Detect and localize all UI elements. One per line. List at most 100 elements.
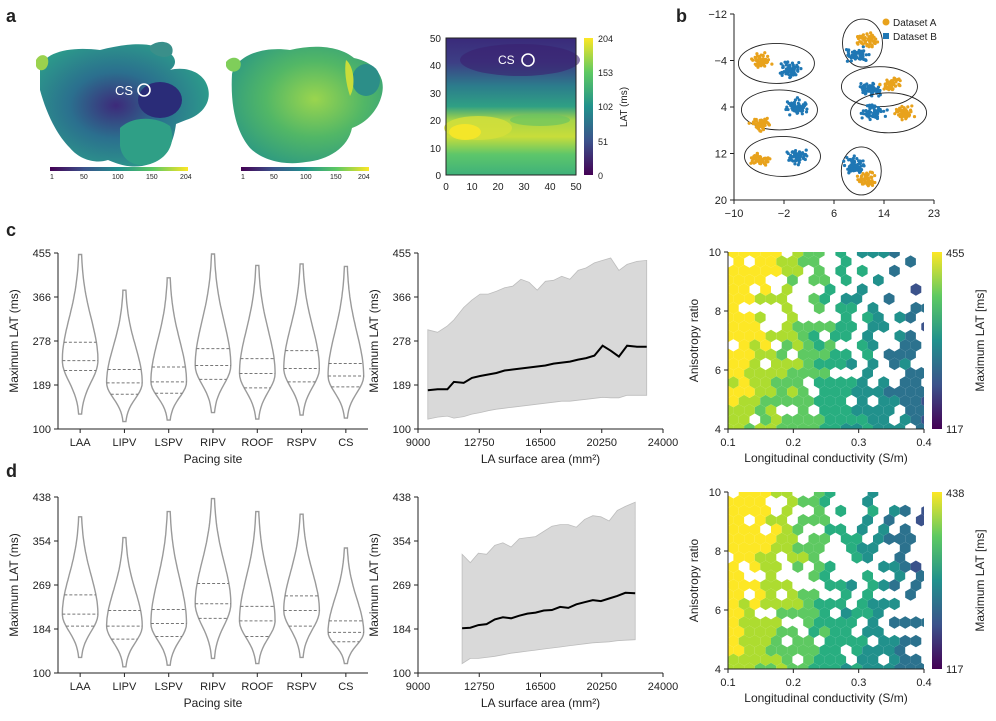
scatter-point-dataset-b [852, 52, 856, 56]
scatter-point-dataset-a [899, 114, 903, 118]
violin-c-y-tick: 100 [33, 424, 51, 436]
hex-c-hex-cell [851, 404, 863, 417]
hex-c-x-tick: 0.2 [786, 437, 801, 449]
hex-d-hex-cell [733, 644, 745, 657]
violin-d-violin [238, 510, 276, 665]
hex-c-hex-cell [781, 264, 793, 278]
hex-d-hex-cell [781, 523, 793, 536]
hex-c-hex-cell [733, 385, 745, 398]
hex-c-hex-cell [781, 376, 793, 389]
scatter-point-dataset-b [861, 112, 866, 116]
hex-d-hex-cell [781, 653, 793, 666]
hex-d-hex-cell [899, 523, 911, 536]
area-c-x-tick: 16500 [525, 437, 556, 449]
scatter-point-dataset-b [875, 113, 879, 117]
hex-d-hex-cell [873, 644, 884, 657]
hex-c-x-tick: 0.1 [720, 437, 735, 449]
hex-c-hex-cell [819, 367, 830, 380]
scatter-point-dataset-a [754, 119, 758, 123]
hex-c-hex-cell [813, 394, 825, 408]
hex-c-hex-cell [808, 292, 820, 305]
hex-d-hex-cell [899, 560, 911, 573]
hex-d-hex-cell [760, 597, 771, 611]
hex-c-hex-cell [808, 274, 820, 287]
hex-c-hex-cell [830, 348, 841, 361]
area-d-y-tick: 354 [393, 536, 411, 548]
hex-c-hex-cell [728, 329, 734, 343]
hex-d-hex-cell [787, 625, 798, 638]
hex-c-hex-cell [835, 320, 847, 333]
hex-d-hex-cell [878, 523, 890, 536]
colorbar-right-ticks: 1 50 100 150 204 [241, 174, 370, 181]
hex-d-hex-cell [728, 560, 739, 573]
hex-c-hex-cell [824, 357, 836, 371]
scatter-point-dataset-a [861, 182, 865, 186]
hex-c-hex-cell [744, 311, 755, 324]
hex-c-hex-cell [728, 320, 739, 333]
scatter-point-dataset-b [789, 155, 793, 160]
hex-c-hex-cell [744, 422, 755, 429]
scatter-point-dataset-b [780, 71, 785, 75]
scatter-point-dataset-a [907, 114, 911, 118]
hex-c-hex-cell [733, 329, 745, 343]
map-y-tick: 0 [435, 171, 441, 182]
area-c-y-tick: 189 [393, 380, 411, 392]
scatter-point-dataset-a [882, 87, 886, 91]
violin-c-y-tick: 455 [33, 248, 51, 260]
scatter-point-dataset-a [870, 45, 874, 49]
scatter-point-dataset-a [751, 157, 755, 161]
map-y-tick: 10 [430, 144, 442, 155]
area-c-y-tick: 278 [393, 336, 411, 348]
hex-d-hex-cell [728, 644, 734, 657]
hex-d-hex-cell [835, 504, 847, 518]
violin-c-x-label: Pacing site [184, 452, 243, 466]
violin-d-y-tick: 269 [33, 580, 51, 592]
hex-c-hex-cell [738, 413, 750, 426]
hex-d-hex-cell [771, 579, 782, 592]
hex-d-hex-cell [797, 662, 809, 669]
hex-c-hex-cell [873, 311, 884, 324]
hex-c-hex-cell [873, 422, 884, 429]
scatter-point-dataset-b [861, 159, 865, 163]
hex-c-hex-cell [813, 339, 825, 352]
hex-d-hex-cell [878, 597, 890, 611]
scatter-point-dataset-b [883, 114, 887, 118]
area-d-x-tick: 16500 [525, 681, 556, 693]
hex-c-hex-cell [787, 385, 798, 398]
hex-c-hex-cell [744, 292, 755, 305]
cluster-ellipse [840, 146, 882, 196]
hex-d-hex-cell [813, 597, 825, 611]
hex-c-hex-cell [765, 255, 777, 268]
scatter-point-dataset-a [910, 104, 914, 108]
hex-d-hex-cell [808, 551, 820, 564]
scatter-point-dataset-a [890, 79, 894, 83]
hex-c-hex-cell [856, 413, 868, 426]
hex-c-hex-cell [728, 367, 734, 380]
hex-c-hex-cell [899, 376, 911, 389]
scatter-point-dataset-b [789, 75, 793, 79]
hex-d-x-tick: 0.1 [720, 677, 735, 689]
hex-c-hex-cell [894, 329, 906, 343]
panel-letter-a: a [6, 6, 17, 26]
scatter-point-dataset-b [873, 104, 877, 108]
hex-c-hex-cell [760, 252, 771, 259]
hex-d-hex-cell [733, 588, 745, 601]
scatter-point-dataset-b [799, 109, 803, 113]
hex-c-hex-cell [921, 303, 924, 313]
hex-c-hex-cell [824, 413, 836, 426]
hex-d-colorbar-tick: 438 [946, 488, 964, 500]
hex-d-x-tick: 0.4 [916, 677, 931, 689]
hex-d-hex-cell [771, 492, 782, 499]
hex-d-hex-cell [819, 569, 830, 583]
scatter-point-dataset-b [860, 116, 864, 120]
hex-d-hex-cell [754, 551, 766, 564]
scatter-point-dataset-a [865, 32, 869, 36]
hex-c-hex-cell [894, 385, 906, 398]
scatter-point-dataset-a [766, 121, 770, 125]
area-c-y-label: Maximum LAT (ms) [367, 289, 381, 393]
hex-c-hex-cell [749, 264, 761, 278]
cs-label-left: CS [115, 83, 133, 98]
map-cbar-tick: 102 [598, 102, 613, 112]
hex-c-hex-cell [878, 394, 890, 408]
lat-map-colorbar [584, 38, 593, 175]
